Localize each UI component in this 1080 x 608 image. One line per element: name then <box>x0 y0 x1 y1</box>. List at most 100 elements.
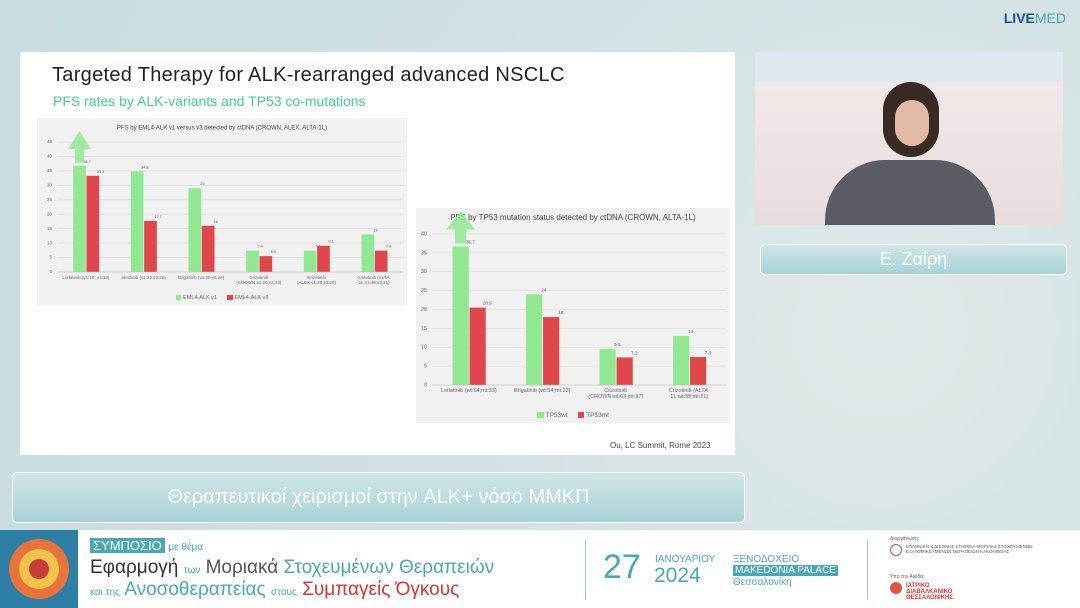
speaker-video <box>755 52 1063 225</box>
legend-swatch <box>175 294 182 301</box>
value-label: 9.1 <box>328 240 333 244</box>
value-label: 17.7 <box>154 215 161 219</box>
legend-label: TP53wt <box>545 411 568 419</box>
auspices-logo <box>890 582 902 594</box>
value-label: 29 <box>200 182 204 186</box>
chart-title: PFS by TP53 mutation status detected by … <box>450 213 696 222</box>
chart-svg: PFS by TP53 mutation status detected by … <box>421 211 726 388</box>
y-tick-label: 35 <box>47 168 53 173</box>
chart-svg: PFS by EML4-ALK v1 versus v3 detected by… <box>47 126 403 274</box>
speaker-face <box>895 100 929 146</box>
x-tick-label: Brigatinib (v1:25;v3:23) <box>178 275 225 280</box>
value-label: 7.4 <box>386 245 392 249</box>
arrow <box>446 211 476 244</box>
x-tick-label: Lorlatinib (wt:64;mt:33) <box>440 388 497 394</box>
theme-word: στους <box>270 587 297 598</box>
banner-emblem <box>0 530 78 608</box>
x-tick-label: Crizotinib (CROWN:v1:26;v3:23) <box>236 275 282 286</box>
bar <box>246 250 259 272</box>
bar <box>317 245 330 272</box>
y-tick-label: 20 <box>421 307 427 313</box>
venue: MAKEDONIA PALACE <box>733 565 838 576</box>
y-tick-label: 30 <box>421 269 427 275</box>
y-tick-label: 25 <box>47 197 53 202</box>
y-tick-label: 0 <box>49 269 52 274</box>
organizer: ΕΛΛΗΝΙΚΗ & ΔΙΕΘΝΗΣ ΕΤΑΙΡΕΙΑ ΜΟΡΙΑΚΑ ΣΤΟΧ… <box>906 544 1033 554</box>
value-label: 36.7 <box>83 160 90 164</box>
slide-title: Targeted Therapy for ALK-rearranged adva… <box>52 64 565 86</box>
theme-word: και της <box>90 587 120 598</box>
speaker-name: Ε. Ζαΐρη <box>760 244 1067 275</box>
theme-word: Μοριακά <box>205 557 279 578</box>
legend-label: EML4-ALK v1 <box>183 294 217 301</box>
x-tick-label: Crizotinib (ALEX:v1:28;v3:24) <box>296 275 336 286</box>
hotel: ΞΕΝΟΔΟΧΕΙΟ <box>733 554 800 565</box>
chart-title: PFS by EML4-ALK v1 versus v3 detected by… <box>117 126 327 132</box>
bar <box>469 307 486 385</box>
date-month: ΙΑΝΟΥΑΡΙΟΥ <box>655 554 716 565</box>
legend-swatch <box>577 411 585 419</box>
value-label: 7.3 <box>631 350 638 355</box>
bar <box>130 171 144 272</box>
value-label: 13 <box>373 228 377 232</box>
y-tick-label: 25 <box>421 288 427 294</box>
logo-live: LIVE <box>1003 10 1035 26</box>
bar <box>86 175 100 272</box>
x-tick-label: Crizotinib (ALTA-1L:wt:39;mt:21) <box>668 388 710 401</box>
bar <box>361 234 375 272</box>
y-tick-label: 0 <box>424 382 427 388</box>
y-tick-label: 30 <box>47 183 53 188</box>
slide-subtitle: PFS rates by ALK-variants and TP53 co-mu… <box>53 93 366 109</box>
x-tick-label: Alectinib (v1:22;v3:25) <box>121 275 166 280</box>
organizer-label: Διοργάνωση: <box>890 536 920 542</box>
city: Θεσσαλονίκη <box>733 577 792 588</box>
theme-line-1: Εφαρμογή των Μοριακά Στοχευμένων Θεραπει… <box>90 557 494 579</box>
theme-word: Συμπαγείς Όγκους <box>302 579 460 600</box>
video-backdrop <box>755 52 1063 82</box>
citation: Ou, LC Summit, Rome 2023 <box>610 441 711 450</box>
bar <box>201 225 215 272</box>
logo: LIVEMED <box>1004 10 1066 26</box>
value-label: 34.8 <box>141 165 148 169</box>
logo-med: MED <box>1034 10 1066 26</box>
arrow <box>68 130 91 163</box>
caption: Θεραπευτικοί χειρισμοί στην ALK+ νόσο ΜΜ… <box>12 472 745 523</box>
x-tick-label: Brigatinib (wt:54;mt:23) <box>513 388 571 394</box>
bar <box>526 294 543 385</box>
auspices: ΙΑΤΡΙΚΟ ΔΙΑΒΑΛΚΑΝΙΚΟ ΘΕΣΣΑΛΟΝΙΚΗΣ <box>906 583 953 601</box>
speaker-body <box>825 160 995 225</box>
bar <box>452 246 469 385</box>
theme-word: Εφαρμογή <box>90 557 179 578</box>
value-label: 13 <box>688 329 694 334</box>
legend: TP53wt TP53mt <box>416 412 730 420</box>
value-label: 33.3 <box>97 170 104 174</box>
x-tick-label: Crizotinib (ALTA-1L:v1:30;v3:21) <box>357 275 391 286</box>
legend-swatch <box>537 411 544 419</box>
theme-word: των <box>183 565 201 576</box>
bar <box>543 317 560 385</box>
y-tick-label: 45 <box>47 139 53 144</box>
bar <box>374 250 388 272</box>
value-label: 5.5 <box>271 250 276 254</box>
value-label: 20.5 <box>483 301 492 306</box>
chart: PFS by TP53 mutation status detected by … <box>416 208 730 423</box>
value-label: 7.4 <box>705 350 712 355</box>
banner: ΣΥΜΠΟΣΙΟ με θέμα Εφαρμογή των Μοριακά Στ… <box>0 530 1080 608</box>
divider <box>585 540 586 600</box>
date-day: 27 <box>603 548 641 586</box>
auspices-label: Υπό την Αιγίδα: <box>890 574 925 580</box>
bar <box>73 165 86 272</box>
theme-line-2: και της Ανοσοθεραπείας στους Συμπαγείς Ό… <box>90 579 459 601</box>
value-label: 24 <box>541 287 547 292</box>
chart: PFS by EML4-ALK v1 versus v3 detected by… <box>37 118 407 305</box>
bar <box>616 357 633 385</box>
bar <box>188 188 202 272</box>
bar <box>673 335 690 385</box>
divider <box>867 540 868 600</box>
date-year: 2024 <box>654 564 701 587</box>
y-tick-label: 15 <box>47 226 53 231</box>
value-label: 9.5 <box>614 342 621 347</box>
y-tick-label: 20 <box>47 211 53 216</box>
y-tick-label: 40 <box>47 154 53 159</box>
